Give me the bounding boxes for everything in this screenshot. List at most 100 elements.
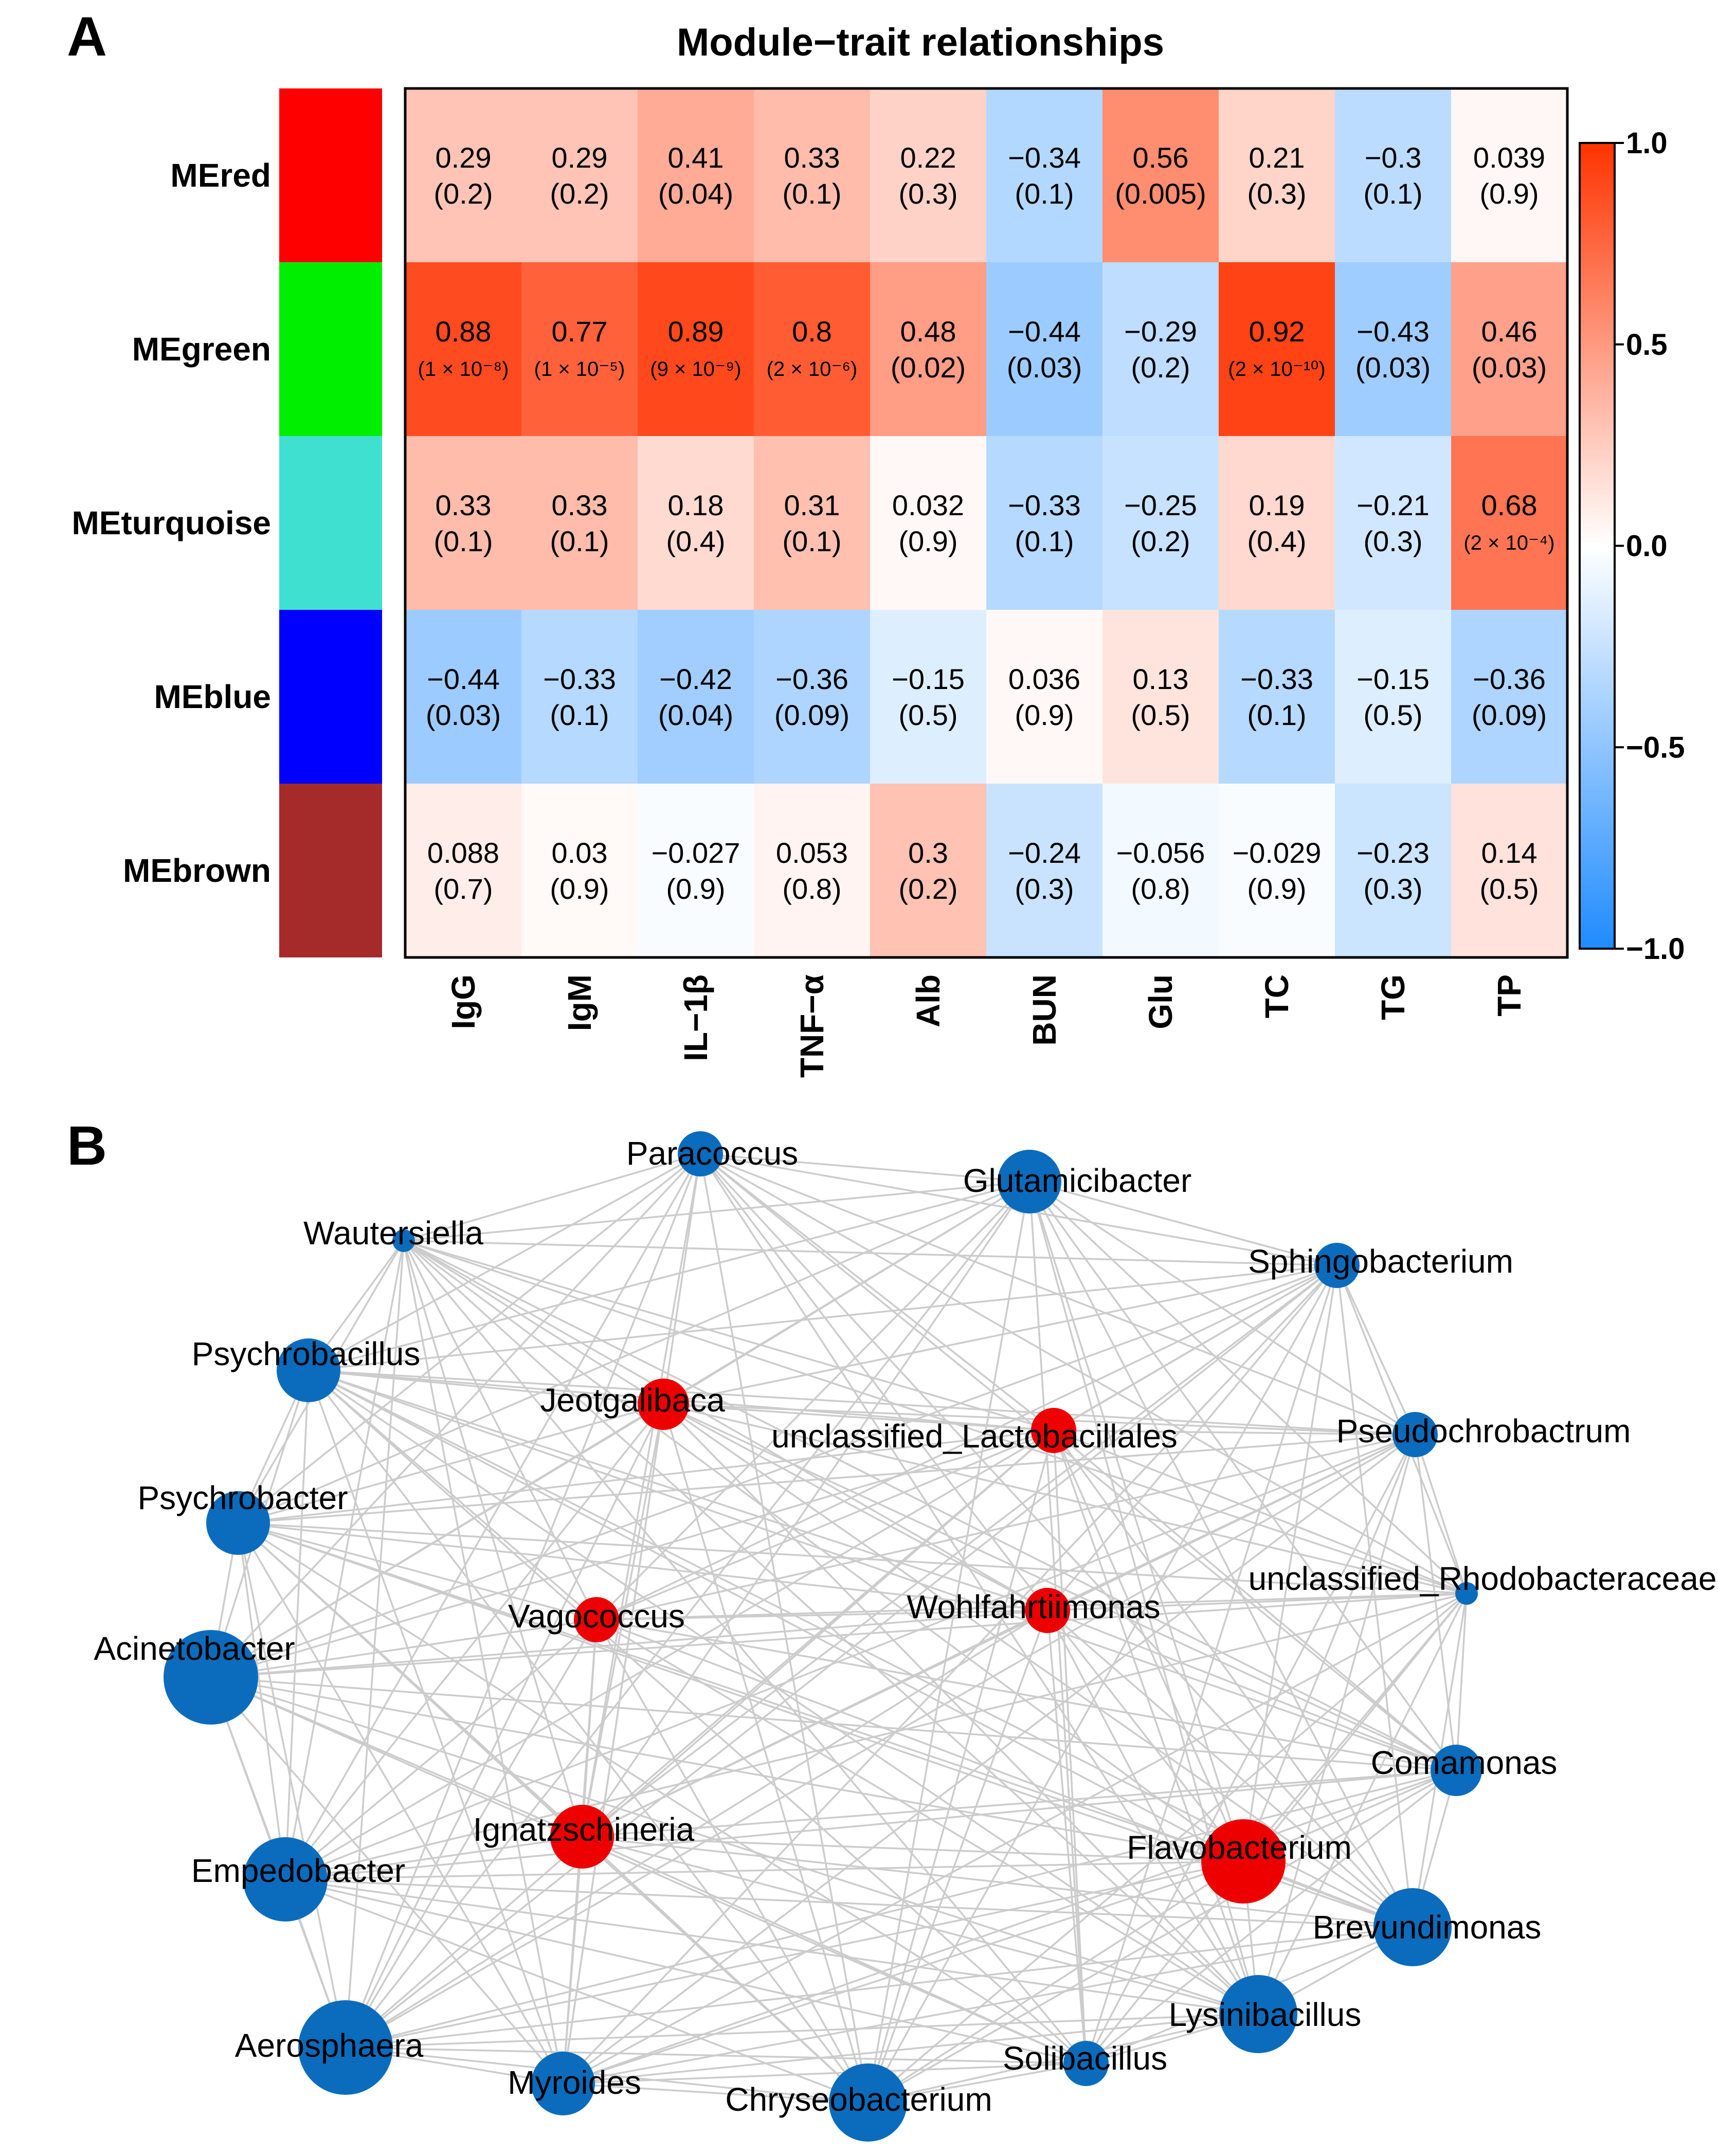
node-unclassified-rhodobacteraceae (1455, 1582, 1478, 1605)
network-edge (345, 1769, 1457, 2049)
heatmap-cells (405, 88, 1568, 958)
network-edge (663, 1403, 1048, 1611)
cell-p-value: (0.1) (433, 525, 493, 557)
cell-correlation: −0.33 (1240, 663, 1313, 695)
cell-p-value: (0.02) (891, 351, 966, 384)
heatmap-cell (521, 436, 638, 610)
module-color-bar (279, 88, 382, 957)
network-edge (563, 2013, 1259, 2085)
network-edges (210, 1153, 1468, 2104)
network-edge (238, 1181, 1030, 1524)
network-edge (1053, 1429, 1414, 1928)
network-edge (285, 1592, 1467, 1880)
cell-correlation: 0.8 (792, 315, 832, 348)
network-edge (662, 1403, 1259, 2015)
network-edge (238, 1522, 1244, 1862)
network-edge (238, 1434, 1416, 1524)
heatmap-cell (1335, 784, 1452, 958)
network-edge (308, 1369, 1259, 2015)
network-edge (699, 1153, 1259, 2015)
heatmap-cell (754, 436, 871, 610)
cell-p-value: (0.3) (1363, 525, 1422, 557)
cell-p-value: (0.1) (550, 525, 609, 557)
network-edge (210, 1676, 1244, 1862)
module-swatch-meturquoise (279, 436, 382, 610)
node-flavobacterium (1201, 1819, 1286, 1904)
network-edge (210, 1676, 1259, 2015)
network-edge (1085, 1265, 1338, 2064)
heatmap-cell (638, 262, 754, 437)
node-chryseobacterium (829, 2063, 907, 2142)
heatmap-cell (1335, 262, 1452, 437)
heatmap-cell (986, 436, 1103, 610)
heatmap-cell (870, 784, 987, 958)
network-edge (563, 1769, 1457, 2085)
node-label-solibacillus: Solibacillus (1003, 2040, 1167, 2077)
heatmap-cell (1451, 610, 1568, 784)
cell-p-value: (0.2) (550, 177, 609, 210)
node-label-wautersiella: Wautersiella (303, 1215, 483, 1252)
node-pseudochrobactrum (1393, 1412, 1438, 1457)
cell-p-value: (0.005) (1115, 177, 1206, 210)
network-edge (581, 1264, 1338, 1838)
col-label-il-1: IL−1β (677, 974, 714, 1061)
node-label-unclassified-rhodobacteraceae: unclassified_Rhodobacteraceae (1249, 1560, 1717, 1597)
heatmap-cell (1219, 784, 1335, 958)
network-nodes (164, 1131, 1482, 2142)
network-edge (210, 1264, 1337, 1678)
node-label-acinetobacter: Acinetobacter (94, 1630, 295, 1667)
network-edge (345, 1860, 1244, 2049)
cell-correlation: 0.036 (1008, 663, 1080, 695)
network-edge (1053, 1430, 1259, 2015)
cell-p-value: (0.1) (1363, 177, 1422, 210)
cell-correlation: −0.44 (1008, 315, 1081, 348)
heatmap-cell (405, 262, 522, 437)
heatmap-cell (986, 262, 1103, 437)
cell-p-value: (0.1) (782, 525, 841, 557)
col-label-tnf: TNF−α (793, 974, 830, 1078)
node-psychrobacillus (277, 1338, 340, 1402)
cell-correlation: 0.56 (1133, 141, 1189, 174)
network-edge (596, 1264, 1337, 1621)
network-edge (867, 1769, 1457, 2104)
heatmap-row-labels: MEred MEgreen MEturquoise MEblue MEbrown (71, 157, 271, 889)
panel-b-letter: B (67, 1114, 107, 1176)
network-edge (699, 1153, 1048, 1611)
network-edge (582, 1836, 1413, 1928)
network-edge (403, 1240, 1467, 1595)
network-edge (285, 1878, 1413, 1928)
node-label-brevundimonas: Brevundimonas (1313, 1909, 1542, 1946)
node-unclassified-lactobacillales (1031, 1408, 1076, 1453)
network-edge (238, 1403, 664, 1524)
cell-p-value: (0.2) (1131, 351, 1190, 384)
cell-p-value: (2 × 10⁻⁴) (1463, 532, 1554, 554)
network-edge (285, 1836, 583, 1880)
network-edge (345, 2013, 1259, 2049)
heatmap-cell (405, 88, 522, 263)
network-edge (210, 1619, 597, 1678)
module-swatch-meblue (279, 610, 382, 784)
heatmap-cell (638, 784, 754, 958)
network-edge (699, 1153, 1414, 1928)
cell-correlation: 0.088 (427, 837, 499, 869)
node-brevundimonas (1373, 1888, 1452, 1966)
cell-p-value: (0.3) (898, 177, 957, 210)
cell-p-value: (0.4) (1247, 525, 1306, 557)
network-edge (285, 1264, 1337, 1880)
network-edge (663, 1403, 1054, 1432)
heatmap-cell (1451, 262, 1568, 437)
cell-correlation: −0.33 (543, 663, 616, 695)
network-edge (308, 1153, 701, 1371)
node-paracoccus (678, 1131, 723, 1176)
cell-correlation: −0.029 (1233, 837, 1322, 869)
network-edge (403, 1240, 1087, 2064)
cell-correlation: 0.29 (552, 141, 608, 174)
network-edge (663, 1403, 1457, 1771)
row-label-meturquoise: MEturquoise (71, 504, 271, 541)
col-label-glu: Glu (1142, 974, 1179, 1029)
cell-correlation: 0.68 (1481, 489, 1538, 521)
cell-p-value: (0.2) (898, 873, 957, 905)
node-psychrobacter (206, 1491, 270, 1555)
cell-p-value: (1 × 10⁻⁸) (418, 358, 509, 381)
cell-correlation: −0.36 (775, 663, 848, 695)
